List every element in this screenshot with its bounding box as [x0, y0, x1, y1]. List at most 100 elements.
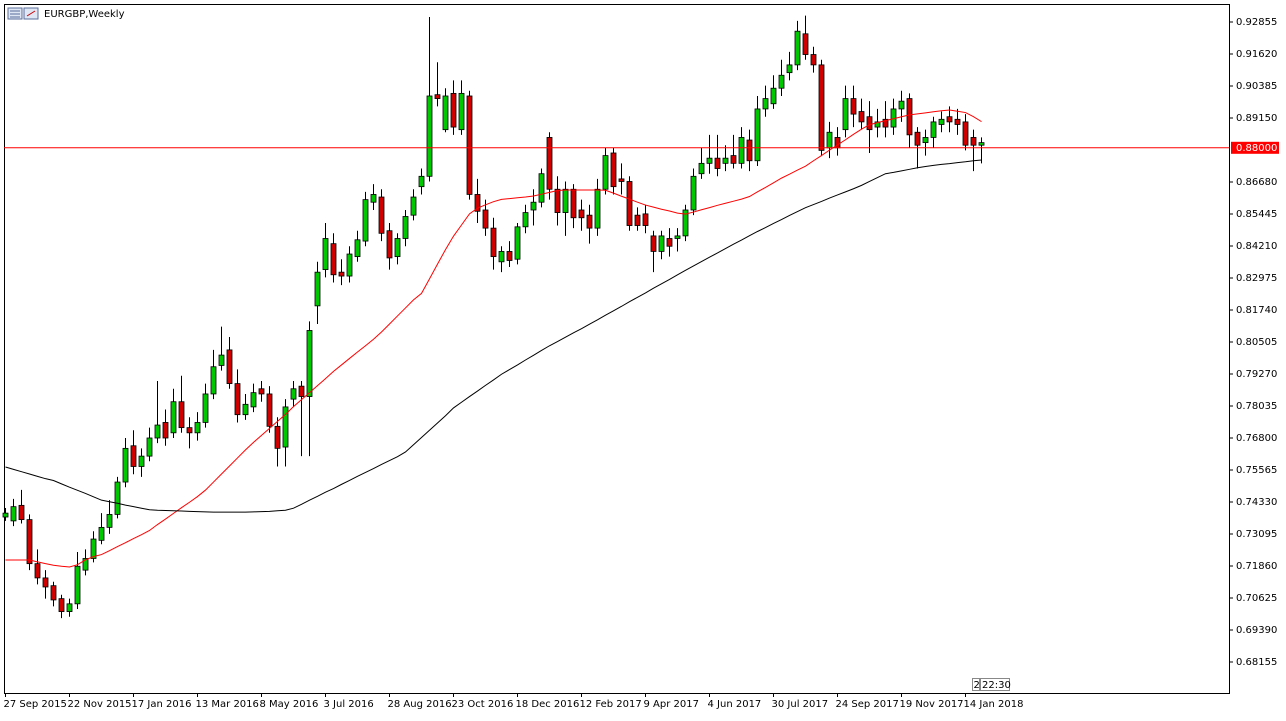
candle-body	[418, 175, 425, 188]
chart-title: EURGBP,Weekly	[44, 9, 125, 20]
candle-body	[618, 178, 625, 182]
candle-body	[714, 157, 721, 169]
x-tick-label: 19 Nov 2017	[900, 699, 964, 710]
candle-body	[2, 512, 9, 518]
x-tick-label: 30 Jul 2017	[772, 699, 829, 710]
level-label: 0.88000	[1236, 143, 1277, 154]
candle-body	[506, 251, 513, 261]
candle-body	[234, 383, 241, 416]
x-tick-label: 9 Apr 2017	[644, 699, 699, 710]
candle-body	[314, 271, 321, 307]
candle-body	[762, 98, 769, 110]
candle-body	[626, 181, 633, 226]
candle-body	[298, 385, 305, 397]
candle-body	[362, 199, 369, 242]
timer-badge: 2	[974, 680, 980, 691]
y-tick-label: 0.79270	[1236, 369, 1277, 380]
candle-body	[586, 214, 593, 229]
candle-body	[754, 108, 761, 162]
candle-body	[738, 137, 745, 164]
candle-body	[674, 235, 681, 239]
candle-body	[74, 565, 81, 605]
candle-body	[114, 481, 121, 515]
candle-body	[978, 142, 985, 146]
candle-body	[570, 188, 577, 219]
candle-body	[82, 558, 89, 571]
x-tick-label: 22 Nov 2015	[68, 699, 132, 710]
candle-body	[514, 226, 521, 260]
candle-body	[266, 393, 273, 427]
candle-body	[770, 87, 777, 105]
y-tick-label: 0.82975	[1236, 273, 1277, 284]
candle-body	[530, 201, 537, 211]
candle-body	[154, 424, 161, 439]
candle-body	[474, 194, 481, 212]
timer: 2 22:30	[972, 678, 1011, 691]
candle-body	[186, 427, 193, 434]
candle-body	[410, 196, 417, 216]
candle-body	[642, 213, 649, 226]
candle-body	[818, 64, 825, 151]
candle-body	[858, 111, 865, 123]
y-tick-label: 0.76800	[1236, 433, 1277, 444]
candle-body	[602, 155, 609, 190]
candle-body	[90, 538, 97, 559]
candle-body	[242, 403, 249, 416]
x-tick-label: 3 Jul 2016	[324, 699, 374, 710]
candle-body	[66, 603, 73, 612]
candle-body	[898, 100, 905, 110]
candle-body	[546, 137, 553, 190]
y-tick-label: 0.70625	[1236, 593, 1277, 604]
candle-body	[554, 188, 561, 213]
candle-body	[258, 388, 265, 395]
candle-body	[778, 74, 785, 89]
candle-body	[330, 243, 337, 276]
y-tick-label: 0.71860	[1236, 561, 1277, 572]
candle-body	[866, 116, 873, 131]
candle-body	[10, 506, 17, 522]
candle-body	[402, 216, 409, 239]
candle-body	[442, 95, 449, 131]
moving-average-line	[5, 109, 982, 568]
candle-body	[850, 98, 857, 115]
candle-body	[34, 563, 41, 579]
candle-body	[954, 118, 961, 125]
candle-body	[922, 137, 929, 144]
y-tick-label: 0.81740	[1236, 305, 1277, 316]
candle-body	[162, 422, 169, 439]
y-tick-label: 0.80505	[1236, 337, 1277, 348]
candle-body	[882, 118, 889, 128]
candle-body	[18, 504, 25, 521]
y-tick-label: 0.90385	[1236, 81, 1277, 92]
candle-body	[914, 131, 921, 146]
x-tick-label: 8 May 2016	[260, 699, 319, 710]
candle-body	[274, 425, 281, 449]
candle-body	[706, 157, 713, 164]
y-tick-label: 0.73095	[1236, 529, 1277, 540]
candle-body	[146, 437, 153, 457]
candle-body	[218, 354, 225, 366]
y-tick-label: 0.89150	[1236, 113, 1277, 124]
candle-body	[874, 121, 881, 128]
candle-body	[130, 445, 137, 467]
y-tick-label: 0.85445	[1236, 209, 1277, 220]
candle-body	[594, 188, 601, 229]
candle-body	[170, 401, 177, 434]
candle-body	[282, 406, 289, 448]
x-tick-label: 4 Jun 2017	[708, 699, 762, 710]
candle-body	[826, 131, 833, 149]
x-tick-label: 28 Aug 2016	[388, 699, 452, 710]
candle-body	[562, 188, 569, 213]
candle-body	[138, 455, 145, 467]
candle-body	[306, 330, 313, 397]
candle-body	[962, 121, 969, 146]
y-tick-label: 0.91620	[1236, 49, 1277, 60]
candle-body	[930, 121, 937, 138]
y-tick-label: 0.68155	[1236, 657, 1277, 668]
candle-body	[338, 271, 345, 277]
y-tick-label: 0.92855	[1236, 17, 1277, 28]
candle-body	[322, 238, 329, 270]
candle-body	[786, 64, 793, 74]
candle-body	[458, 92, 465, 131]
